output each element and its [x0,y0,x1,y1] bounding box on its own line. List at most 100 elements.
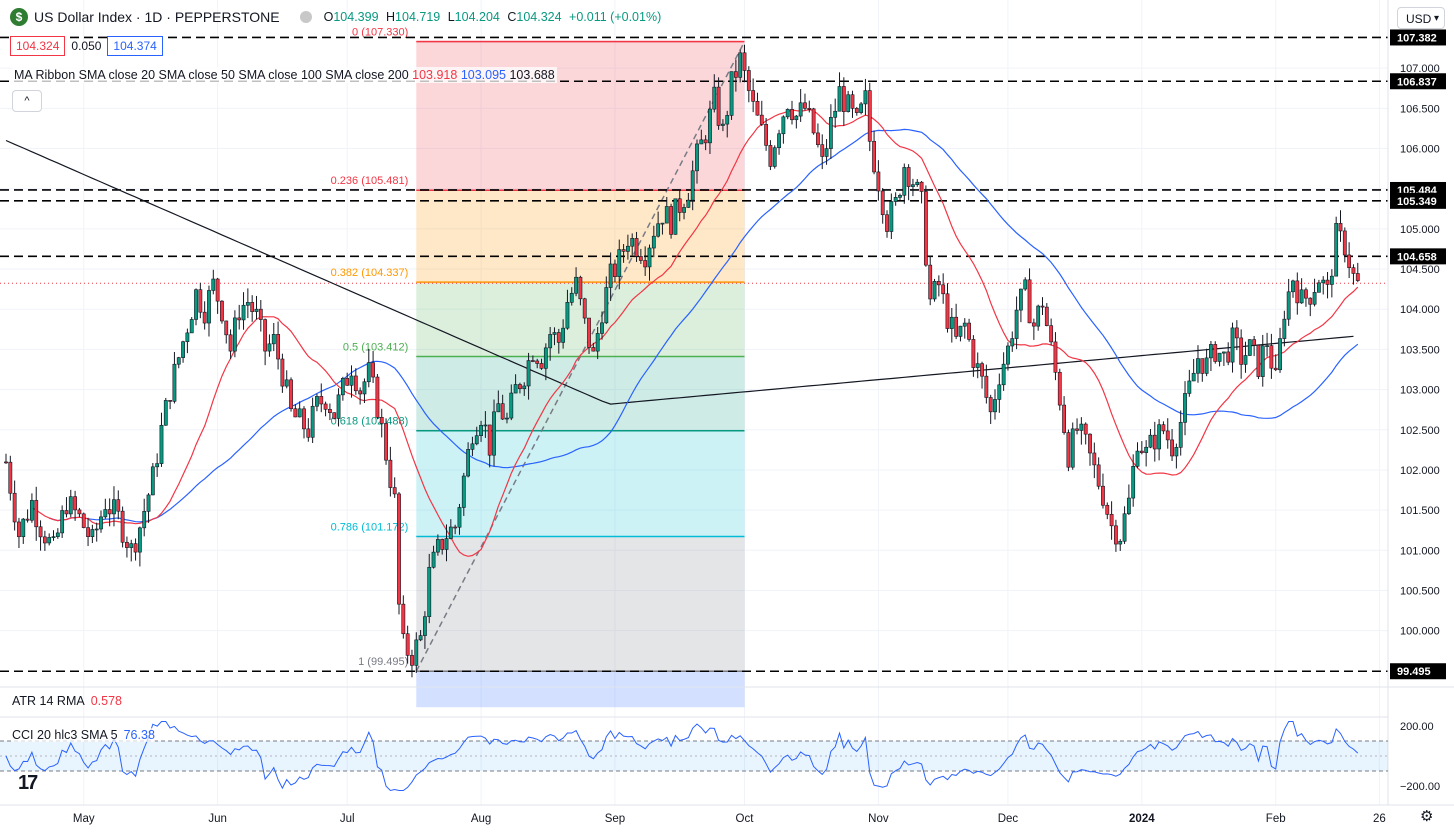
level-price-tag [1390,663,1446,680]
candle-body [353,375,358,392]
candle [928,255,933,306]
low-label: L [447,10,455,24]
candle-body [1351,267,1356,274]
candle [660,222,665,235]
candle [1308,297,1313,317]
candle-body [1010,338,1015,347]
candle-body [1308,297,1313,305]
candle-body [846,94,851,112]
candle [1165,418,1170,449]
tradingview-logo-icon[interactable]: 17 [18,772,38,794]
candle [258,300,263,332]
candle-body [988,397,993,413]
candle [1191,358,1196,382]
candle [423,611,427,649]
candle-body [872,140,876,173]
candle [220,300,224,324]
candle [729,71,734,120]
collapse-legend-button[interactable]: ^ [12,90,42,112]
candle [1118,539,1123,551]
candle [457,503,462,535]
candle [345,372,350,386]
candle-body [1165,430,1170,441]
candle [772,145,777,169]
candle-body [302,408,306,430]
candle-body [12,492,17,523]
candle-body [582,298,587,319]
candle-body [638,256,643,261]
candle [440,538,445,555]
change-value: +0.011 (+0.01%) [569,10,662,24]
candle-body [487,424,492,456]
candle [634,231,639,262]
candle-body [1226,351,1231,363]
candle-body [1247,339,1252,356]
candle-body [556,332,561,343]
candle-body [1174,447,1179,457]
candle [1170,429,1174,462]
candle-body [509,392,514,419]
buy-price-button[interactable]: 104.374 [107,36,163,56]
candle-body [617,249,622,277]
candle-body [1338,223,1343,232]
candle-body [371,362,375,378]
market-status-icon [299,11,312,23]
candle-body [427,566,432,617]
candle-body [418,635,423,641]
candle-body [1049,325,1054,343]
candle-body [1118,540,1123,545]
candle [241,292,246,330]
candle [4,453,8,464]
candle [993,389,997,420]
candle [975,352,980,379]
candle [1114,519,1118,552]
candle [120,506,125,548]
symbol-header[interactable]: $ US Dollar Index · 1D · PEPPERSTONE O10… [10,8,665,26]
candle [150,463,155,496]
candle [1062,396,1066,435]
candle-body [876,171,881,192]
candle-body [1122,513,1127,542]
candle [530,355,535,363]
candle [1057,368,1062,411]
cci-legend[interactable]: CCI 20 hlc3 SMA 5 76.38 [12,728,155,742]
candle [30,493,34,523]
symbol-logo-icon: $ [10,8,28,26]
atr-legend[interactable]: ATR 14 RMA 0.578 [12,694,122,708]
candle-body [906,167,911,187]
candle-body [207,290,211,324]
candle [155,453,160,477]
candle [673,198,678,235]
currency-select[interactable]: USD [1397,7,1445,30]
candle [816,123,820,148]
candle [535,358,540,369]
candle-body [1040,305,1045,308]
ma-ribbon-legend[interactable]: MA Ribbon SMA close 20 SMA close 50 SMA … [12,67,557,83]
candle [42,530,47,551]
symbol-title[interactable]: US Dollar Index · 1D · PEPPERSTONE [34,9,280,25]
candle [1278,327,1282,373]
candle-body [1131,466,1136,499]
candle [289,377,293,412]
candle-body [1273,367,1278,371]
candle [699,129,704,145]
candle [621,244,626,263]
candle [1126,484,1131,516]
candle-body [366,362,371,383]
candle [99,510,103,533]
sell-price-button[interactable]: 104.324 [10,36,66,56]
candle [669,203,673,239]
candle-body [682,207,686,213]
candle-body [915,181,920,185]
candle [137,526,142,567]
candle [1122,506,1127,544]
gear-icon[interactable]: ⚙ [1420,808,1434,825]
candle-body [1101,485,1105,506]
candle-body [1347,254,1352,268]
candle [876,160,881,201]
candle [297,401,302,418]
candle [254,295,259,320]
price-tick-label: 106.500 [1400,103,1440,115]
candle [397,492,401,615]
